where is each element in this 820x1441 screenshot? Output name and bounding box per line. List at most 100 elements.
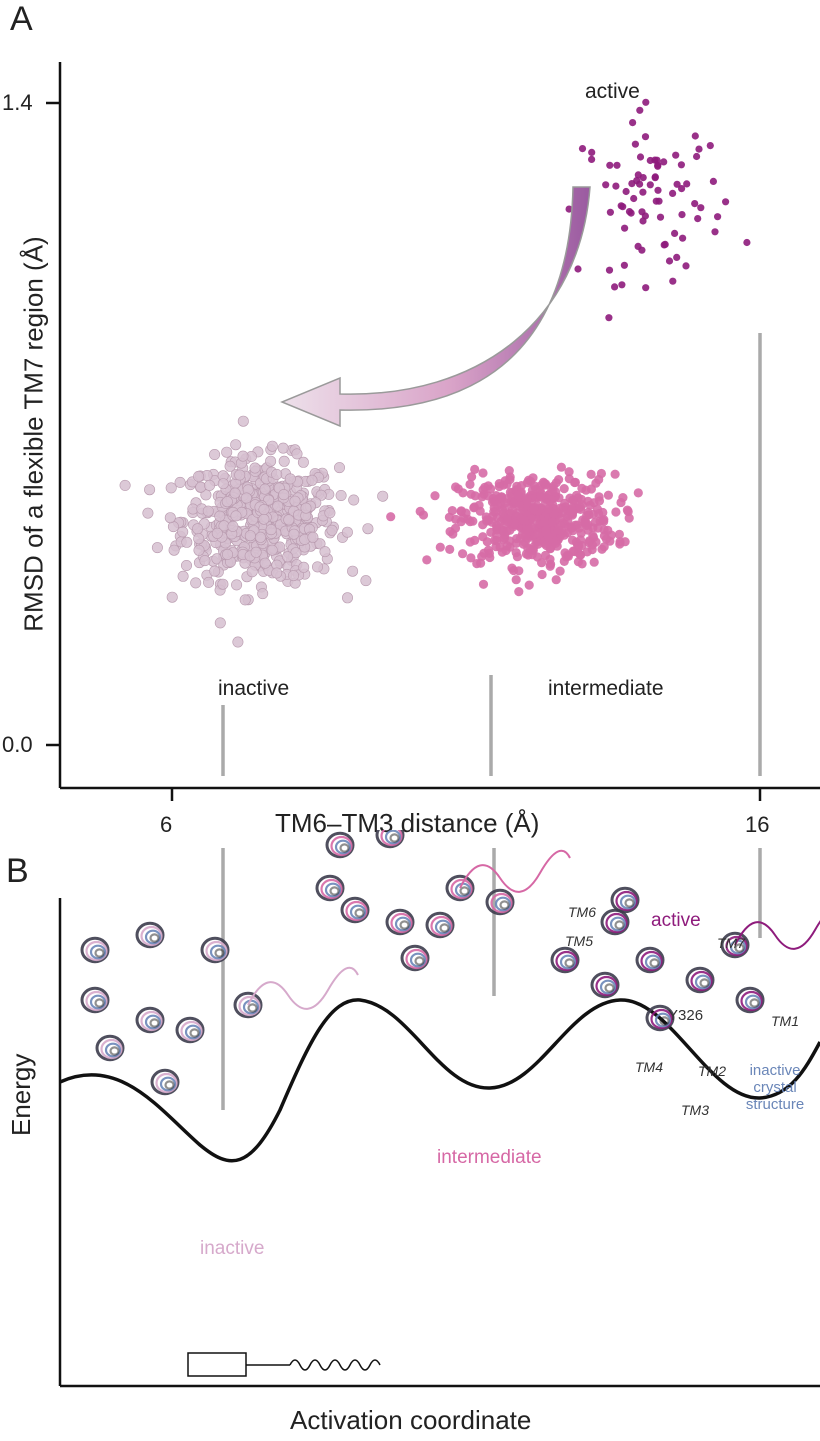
inactive-point <box>266 544 278 556</box>
helix-turn <box>644 954 662 970</box>
inactive-point <box>230 510 242 522</box>
intermediate-point <box>561 552 571 562</box>
inactive-point <box>202 505 214 517</box>
helix-turn <box>720 931 750 959</box>
intermediate-point <box>589 557 599 567</box>
loop-ribbon <box>459 849 571 893</box>
helix-turn <box>340 896 370 924</box>
intermediate-point <box>598 507 608 518</box>
helix-turn <box>405 948 428 970</box>
loop-ribbon <box>247 966 359 1010</box>
helix-turn <box>205 940 228 962</box>
helix-turn <box>699 978 710 988</box>
inactive-point <box>164 512 176 524</box>
inactive-point <box>240 492 252 504</box>
helix-turn <box>180 1020 203 1042</box>
intermediate-point <box>577 483 587 493</box>
helix-turn <box>80 986 110 1014</box>
intermediate-point <box>545 554 555 564</box>
intermediate-point <box>519 515 529 525</box>
tm3-label: TM3 <box>681 1102 709 1118</box>
inactive-point <box>237 450 249 462</box>
intermediate-point <box>580 518 590 528</box>
active-point <box>714 213 722 221</box>
intermediate-point <box>599 542 609 552</box>
active-point <box>651 173 659 181</box>
intermediate-point <box>537 558 547 568</box>
active-point <box>683 180 691 188</box>
active-point <box>639 217 647 225</box>
inactive-point <box>174 476 186 488</box>
helix-turn <box>499 900 510 910</box>
intermediate-point <box>507 563 517 573</box>
inactive-point <box>298 561 310 573</box>
helix-ring <box>80 986 110 1014</box>
inactive-point <box>341 526 353 538</box>
inactive-point <box>165 482 177 494</box>
active-point <box>677 161 686 169</box>
helix-turn <box>164 1080 175 1090</box>
intermediate-point <box>554 475 564 485</box>
intermediate-point <box>570 477 581 487</box>
tm7-label: TM7 <box>717 935 745 951</box>
helix-ring <box>425 911 455 939</box>
active-point <box>672 151 680 159</box>
intermediate-point <box>467 472 477 482</box>
energy-axis-label: Energy <box>6 1053 36 1136</box>
helix-ring <box>80 936 110 964</box>
intermediate-point <box>610 469 620 479</box>
inactive-point <box>288 528 300 540</box>
intermediate-point <box>491 507 501 517</box>
inactive-points <box>119 415 389 648</box>
active-point <box>694 215 702 223</box>
active-point <box>642 98 650 106</box>
active-point <box>669 277 677 285</box>
inactive-point <box>203 576 215 588</box>
intermediate-point <box>523 550 533 560</box>
inactive-point <box>151 542 163 554</box>
helix-turn <box>649 958 660 968</box>
helix-ring <box>645 1004 675 1032</box>
helix-turn <box>749 998 760 1008</box>
helix-turn <box>559 954 577 970</box>
helix-turn <box>590 971 620 999</box>
intermediate-point <box>386 512 396 522</box>
helix-ring <box>315 874 345 902</box>
helix-turn <box>95 1034 125 1062</box>
helix-ring <box>400 944 430 972</box>
intermediate-state-label: intermediate <box>437 1147 542 1168</box>
intermediate-point <box>568 495 578 505</box>
helix-turn <box>354 908 365 918</box>
intermediate-point <box>551 575 561 585</box>
x-tick-label-16: 16 <box>745 812 770 837</box>
helix-turn <box>654 1012 672 1028</box>
helix-structures <box>80 830 820 1096</box>
intermediate-point <box>527 522 537 532</box>
helix-turn <box>200 936 230 964</box>
intermediate-point <box>458 549 468 559</box>
helix-ring <box>135 1006 165 1034</box>
helix-turn <box>94 948 105 958</box>
active-point <box>630 194 638 203</box>
helix-turn <box>324 882 342 898</box>
intermediate-point <box>614 529 625 540</box>
inactive-point <box>347 565 359 577</box>
intermediate-point <box>494 482 504 492</box>
inactive-point <box>259 483 271 495</box>
active-point <box>693 152 701 161</box>
inactive-point <box>283 514 295 526</box>
intermediate-point <box>595 516 605 526</box>
active-points <box>565 98 751 322</box>
active-point <box>646 181 654 189</box>
helix-ring <box>550 946 580 974</box>
intermediate-point <box>514 587 524 597</box>
helix-turn <box>104 1042 122 1058</box>
helix-turn <box>740 990 763 1012</box>
active-point <box>636 106 644 114</box>
active-point <box>671 229 679 237</box>
inactive-point <box>144 484 156 496</box>
coordinate-axis-label: Activation coordinate <box>290 1405 532 1435</box>
active-point <box>697 204 705 212</box>
active-point <box>628 180 636 188</box>
intermediate-point <box>539 517 550 527</box>
